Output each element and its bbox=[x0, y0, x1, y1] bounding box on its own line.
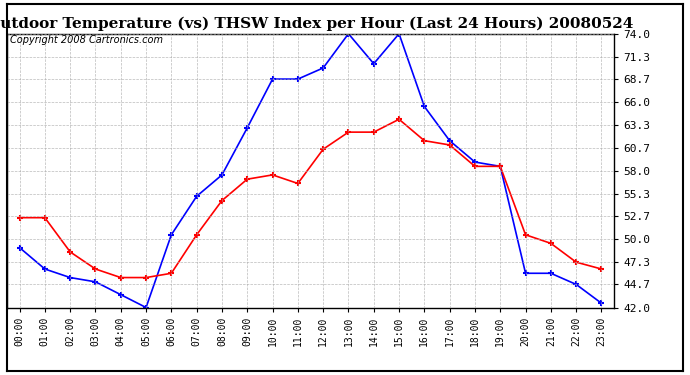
Text: Outdoor Temperature (vs) THSW Index per Hour (Last 24 Hours) 20080524: Outdoor Temperature (vs) THSW Index per … bbox=[0, 17, 633, 31]
Text: Copyright 2008 Cartronics.com: Copyright 2008 Cartronics.com bbox=[10, 35, 163, 45]
